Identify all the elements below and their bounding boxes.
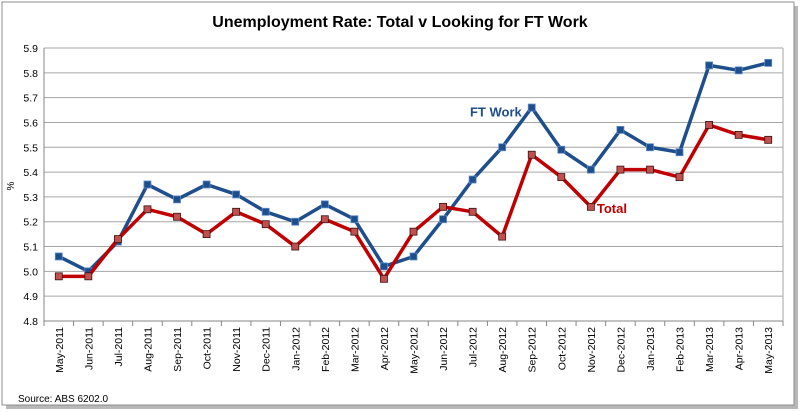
y-tick-label: 5.3 — [23, 192, 38, 204]
y-tick-label: 5.8 — [23, 68, 38, 80]
data-point — [646, 143, 654, 152]
x-tick-label: Mar-2013 — [704, 327, 716, 372]
x-tick-label: Nov-2012 — [586, 327, 598, 373]
data-point — [468, 175, 477, 184]
data-point — [114, 235, 122, 244]
y-tick-label: 5.5 — [23, 142, 38, 154]
data-point — [675, 173, 684, 181]
x-tick-label: Oct-2012 — [556, 327, 568, 370]
data-point — [350, 215, 359, 224]
y-tick-label: 5.2 — [23, 217, 38, 229]
x-tick-label: Aug-2011 — [142, 327, 154, 372]
data-point — [173, 212, 181, 221]
x-tick-label: Mar-2012 — [349, 327, 361, 372]
chart-title: Unemployment Rate: Total v Looking for F… — [212, 14, 588, 31]
x-tick-label: May-2011 — [54, 327, 66, 373]
y-tick-label: 5.4 — [23, 167, 38, 179]
data-point — [202, 230, 211, 239]
x-tick-label: Sep-2012 — [527, 327, 539, 373]
y-axis-label: % — [6, 181, 17, 190]
x-tick-label: Feb-2012 — [320, 327, 332, 372]
data-point — [557, 145, 566, 154]
data-point — [616, 165, 625, 174]
x-tick-label: Aug-2012 — [497, 327, 509, 373]
data-point — [439, 215, 447, 224]
data-point — [734, 130, 743, 139]
data-point — [734, 66, 743, 75]
data-point — [261, 220, 270, 229]
data-point — [409, 252, 418, 261]
data-point — [380, 262, 388, 271]
y-tick-label: 5.1 — [23, 242, 38, 254]
x-tick-label: Nov-2011 — [231, 327, 243, 372]
data-point — [498, 232, 507, 241]
y-tick-label: 4.8 — [23, 316, 38, 328]
y-tick-label: 5.0 — [23, 266, 38, 278]
x-tick-label: Dec-2012 — [615, 327, 627, 373]
x-tick-label: Jul-2012 — [468, 327, 480, 367]
data-point — [291, 242, 300, 251]
data-point — [616, 126, 625, 134]
x-tick-label: Jan-2012 — [290, 327, 302, 371]
data-point — [380, 274, 388, 283]
x-tick-label: Dec-2011 — [261, 327, 273, 372]
data-point — [439, 202, 447, 211]
data-point — [291, 217, 300, 226]
data-point — [350, 227, 359, 236]
data-point — [527, 150, 536, 159]
data-point — [143, 180, 152, 189]
data-point — [54, 272, 63, 281]
x-tick-label: Sep-2011 — [172, 327, 184, 372]
data-point — [705, 61, 713, 70]
x-tick-label: Jun-2011 — [83, 327, 95, 370]
y-tick-label: 5.6 — [23, 117, 38, 129]
data-point — [232, 190, 241, 199]
series-label-ft-work: FT Work — [470, 105, 523, 120]
data-point — [320, 200, 329, 209]
data-point — [527, 103, 536, 112]
data-point — [261, 207, 270, 216]
data-point — [409, 227, 418, 236]
data-point — [764, 58, 773, 67]
y-tick-label: 5.9 — [23, 43, 38, 55]
data-point — [84, 272, 93, 281]
data-point — [498, 143, 507, 152]
x-tick-label: Apr-2013 — [734, 327, 746, 370]
y-tick-label: 5.7 — [23, 93, 38, 105]
x-tick-label: Jan-2013 — [645, 327, 657, 371]
x-tick-label: Apr-2012 — [379, 327, 391, 370]
data-point — [54, 252, 63, 261]
x-tick-label: May-2013 — [763, 327, 775, 374]
x-tick-label: Jul-2011 — [113, 327, 125, 367]
data-point — [143, 205, 152, 214]
data-point — [646, 165, 654, 174]
x-tick-label: Feb-2013 — [675, 327, 687, 372]
chart-frame — [1, 1, 795, 406]
x-tick-label: May-2012 — [409, 327, 421, 374]
data-point — [675, 148, 684, 157]
series-label-total: Total — [597, 201, 627, 216]
data-point — [586, 202, 595, 211]
data-point — [173, 195, 181, 204]
data-point — [764, 135, 773, 144]
data-point — [232, 207, 241, 216]
data-point — [705, 121, 713, 129]
data-point — [468, 207, 477, 216]
data-point — [557, 173, 566, 181]
y-tick-label: 4.9 — [23, 291, 38, 303]
data-point — [320, 215, 329, 224]
x-tick-label: Jun-2012 — [438, 327, 450, 371]
source-note: Source: ABS 6202.0 — [18, 394, 109, 405]
data-point — [202, 180, 211, 189]
data-point — [586, 165, 595, 174]
x-tick-label: Oct-2011 — [202, 327, 214, 370]
